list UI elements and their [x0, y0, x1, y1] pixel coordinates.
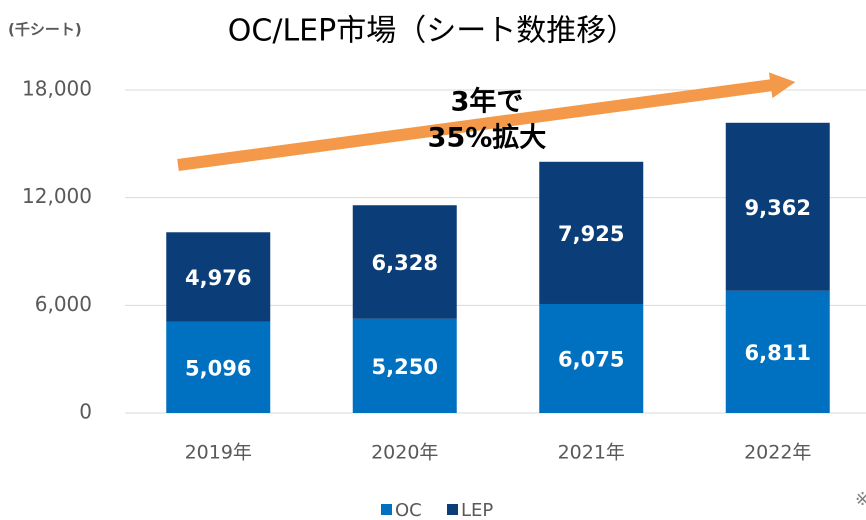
- x-tick-label: 2022年: [744, 442, 811, 464]
- bar-segment: [166, 232, 271, 322]
- y-tick-label: 18,000: [22, 77, 92, 101]
- arrow-shaft: [177, 79, 774, 171]
- legend-swatch: [447, 504, 458, 515]
- trend-arrow: [177, 72, 796, 171]
- data-label: 4,976: [185, 266, 251, 290]
- x-tick-label: 2019年: [185, 442, 252, 464]
- arrow-head: [768, 72, 796, 99]
- bar-segment: [725, 290, 830, 413]
- data-label: 5,096: [185, 356, 251, 380]
- data-label: 6,328: [372, 251, 438, 275]
- unit-label: (千シート): [8, 21, 82, 39]
- legend-swatch: [381, 504, 392, 515]
- note: ※: [855, 489, 866, 510]
- data-label: 5,250: [372, 355, 438, 379]
- chart-title: OC/LEP市場（シート数推移）: [228, 14, 636, 49]
- legend-label: OC: [395, 500, 422, 520]
- data-label: 9,362: [745, 196, 811, 220]
- legend-label: LEP: [461, 500, 493, 520]
- x-tick-label: 2021年: [558, 442, 625, 464]
- y-tick-label: 6,000: [35, 292, 92, 316]
- annotation: 35%拡大: [428, 123, 547, 154]
- bar-segment: [352, 205, 457, 319]
- data-label: 6,811: [745, 341, 811, 365]
- data-label: 6,075: [558, 347, 624, 371]
- bar-segment: [166, 321, 271, 413]
- y-tick-label: 0: [79, 400, 92, 424]
- x-tick-label: 2020年: [371, 442, 438, 464]
- annotation: 3年で: [451, 86, 524, 118]
- bar-segment: [725, 122, 830, 291]
- bar-segment: [539, 161, 644, 304]
- bar-segment: [352, 318, 457, 413]
- bar-segment: [539, 303, 644, 413]
- data-label: 7,925: [558, 222, 624, 246]
- y-tick-label: 12,000: [22, 184, 92, 208]
